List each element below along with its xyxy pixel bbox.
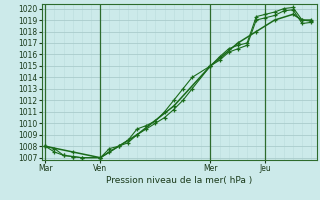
X-axis label: Pression niveau de la mer( hPa ): Pression niveau de la mer( hPa )	[106, 176, 252, 185]
